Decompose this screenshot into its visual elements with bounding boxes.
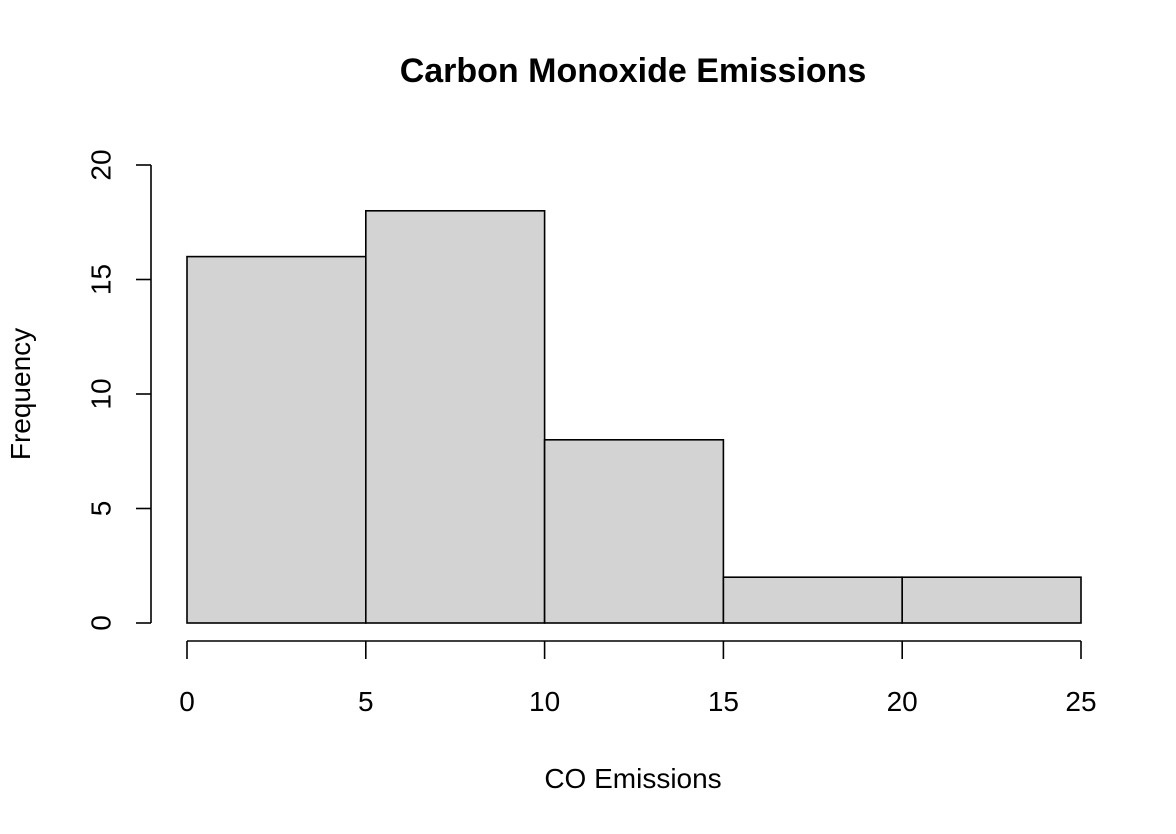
x-tick-label: 0 — [179, 686, 195, 717]
x-tick-label: 5 — [358, 686, 374, 717]
y-tick-label: 0 — [85, 615, 116, 631]
x-tick-label: 20 — [887, 686, 918, 717]
histogram-bar — [543, 438, 725, 624]
y-tick-label: 20 — [85, 149, 116, 180]
x-tick-label: 10 — [529, 686, 560, 717]
y-axis-label: Frequency — [5, 328, 36, 460]
histogram-bar — [901, 576, 1082, 624]
histogram-bar — [364, 210, 546, 624]
bars-group — [186, 210, 1082, 624]
x-axis: 0 5 10 15 20 25 — [179, 640, 1097, 717]
y-tick-label: 5 — [85, 501, 116, 517]
y-axis: 0 5 10 15 20 — [85, 149, 152, 631]
y-tick-label: 15 — [85, 264, 116, 295]
chart-title: Carbon Monoxide Emissions — [400, 52, 867, 90]
histogram-bar — [722, 576, 904, 624]
x-tick-label: 25 — [1065, 686, 1096, 717]
x-tick-label: 15 — [708, 686, 739, 717]
x-axis-label: CO Emissions — [544, 763, 721, 794]
histogram-bar — [186, 255, 367, 624]
y-tick-label: 10 — [85, 378, 116, 409]
